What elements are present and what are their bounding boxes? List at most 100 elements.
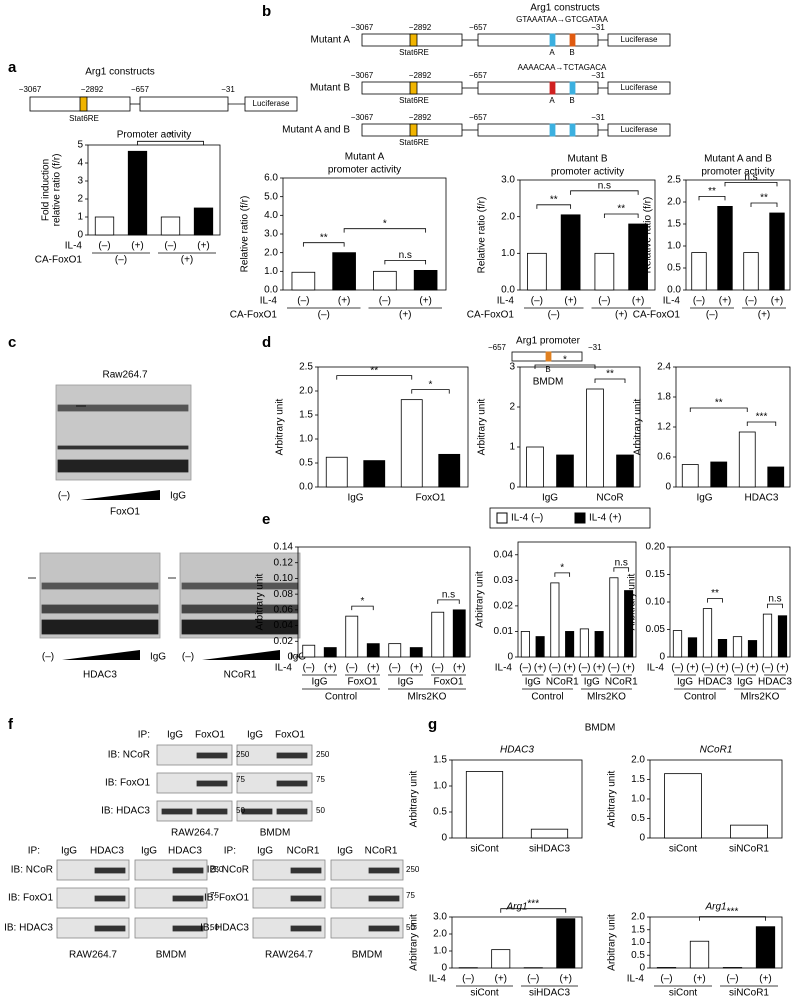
x-tick-label: (–) [98, 241, 110, 252]
shape [41, 619, 159, 635]
x-tick-label: (–) [303, 663, 315, 674]
bar [624, 590, 634, 658]
label: NCoR1 [365, 846, 398, 857]
group-label: NCoR [596, 493, 623, 504]
bar [672, 630, 683, 658]
x-tick-label: (+) [759, 974, 772, 985]
y-tick-label: 1.5 [631, 774, 645, 785]
bar [777, 615, 788, 658]
label: NCoR1 [224, 670, 257, 681]
y-tick-label: 4 [77, 158, 83, 169]
label: −31 [591, 71, 605, 80]
bar [560, 214, 581, 291]
y-tick-label: 1.5 [631, 924, 645, 935]
shape [196, 780, 228, 787]
x-tick-label: (–) [578, 663, 590, 674]
group-label: siNCoR1 [729, 988, 769, 999]
shape [56, 917, 130, 939]
group-label: IgG [584, 677, 600, 688]
shape [241, 808, 273, 815]
row-label: IL-4 [260, 296, 278, 307]
shape [549, 123, 556, 137]
x-tick-label: (+) [197, 241, 210, 252]
significance-label: * [169, 131, 173, 142]
label: −31 [588, 343, 602, 352]
y-tick-label: 0 [441, 833, 447, 844]
label: 250 [236, 750, 250, 759]
shape [196, 808, 228, 815]
y-tick-label: 2.4 [657, 362, 671, 373]
shape [569, 81, 576, 95]
bar [730, 824, 768, 839]
significance-label: n.s [615, 557, 628, 568]
y-tick-label: 0.0 [667, 285, 681, 296]
bar [594, 252, 615, 291]
group-label: (–) [115, 255, 127, 266]
chart-subtitle: promoter activity [701, 167, 774, 178]
shape [156, 744, 233, 766]
label: −31 [591, 23, 605, 32]
y-tick-label: 0 [507, 652, 513, 663]
x-tick-label: siCont [470, 844, 499, 855]
y-tick-label: 2.0 [299, 386, 313, 397]
label: Luciferase [253, 99, 290, 108]
label: −657 [488, 343, 507, 352]
significance-label: ** [606, 369, 614, 380]
x-tick-label: (+) [324, 663, 337, 674]
x-tick-label: (+) [367, 663, 380, 674]
bar [556, 454, 574, 488]
group-label: Mlrs2KO [408, 692, 447, 703]
y-tick-label: 0.03 [494, 575, 514, 586]
y-axis-label: Arbitrary unit [607, 914, 618, 971]
shape [139, 96, 229, 112]
x-tick-label: (–) [701, 663, 713, 674]
label: IB: HDAC3 [101, 806, 150, 817]
label: Mutant A and B [282, 125, 350, 136]
significance-bracket [437, 599, 460, 604]
x-tick-label: (–) [389, 663, 401, 674]
y-tick-label: 1.0 [667, 241, 681, 252]
group-label: FoxO1 [347, 677, 377, 688]
group-label: IgG [311, 677, 327, 688]
legend-label: IL-4 (–) [511, 513, 543, 524]
significance-bracket [351, 605, 374, 611]
legend-label: IL-4 (+) [589, 513, 622, 524]
y-tick-label: 5.0 [264, 191, 278, 202]
significance-label: ** [550, 194, 558, 205]
y-tick-label: 0.14 [274, 542, 294, 553]
x-tick-label: (+) [776, 663, 789, 674]
significance-bracket [500, 908, 567, 913]
group-label: siHDAC3 [529, 988, 571, 999]
bar [325, 456, 348, 488]
y-tick-label: 2.5 [299, 362, 313, 373]
label: Arg1 promoter [516, 336, 581, 347]
bar [366, 643, 380, 658]
y-tick-label: 0.5 [433, 807, 447, 818]
bar [323, 647, 337, 658]
shape [290, 867, 322, 874]
significance-bracket [767, 603, 783, 609]
x-tick-label: (+) [338, 296, 351, 307]
chart-title: Arg1 [505, 902, 527, 913]
bar [400, 399, 423, 488]
group-label: IgG [737, 677, 753, 688]
x-tick-label: (–) [608, 663, 620, 674]
y-tick-label: 0.04 [494, 549, 514, 560]
y-axis-label: Arbitrary unit [607, 770, 618, 827]
y-tick-label: 2 [509, 402, 515, 413]
significance-bracket [689, 407, 748, 412]
shape [477, 33, 599, 47]
label: Mutant B [310, 83, 350, 94]
plot-frame [451, 916, 583, 969]
label: −31 [591, 113, 605, 122]
significance-bracket [137, 140, 204, 146]
x-tick-label: (+) [771, 296, 784, 307]
y-tick-label: 1.0 [631, 794, 645, 805]
group-label: HDAC3 [698, 677, 732, 688]
label: IB: NCoR [11, 865, 53, 876]
y-axis-label: Arbitrary unit [475, 571, 486, 628]
x-tick-label: (–) [726, 974, 738, 985]
shape [330, 917, 404, 939]
group-label: IgG [542, 493, 558, 504]
x-tick-label: (–) [598, 296, 610, 307]
